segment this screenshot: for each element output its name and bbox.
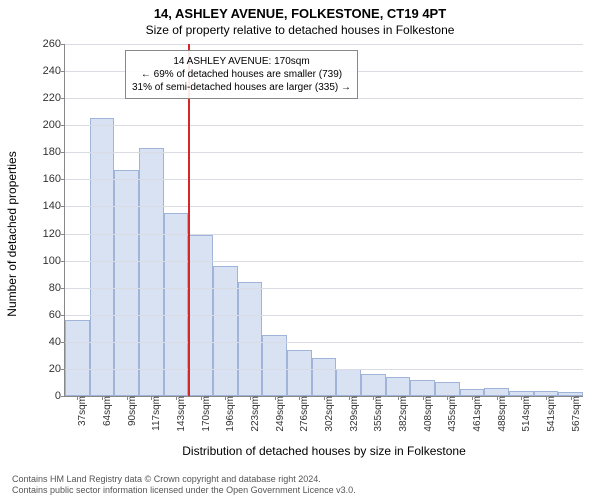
xtick-label: 355sqm: [373, 396, 384, 432]
chart-subtitle: Size of property relative to detached ho…: [0, 23, 600, 37]
bar: [114, 170, 139, 396]
xtick-mark: [373, 396, 374, 400]
xtick-label: 329sqm: [349, 396, 360, 432]
ytick-mark: [61, 125, 65, 126]
ytick-mark: [61, 369, 65, 370]
y-axis-label: Number of detached properties: [5, 151, 19, 316]
bar: [460, 389, 485, 396]
chart-title: 14, ASHLEY AVENUE, FOLKESTONE, CT19 4PT: [0, 0, 600, 21]
bar: [336, 369, 361, 396]
bar: [262, 335, 287, 396]
ytick-mark: [61, 261, 65, 262]
xtick-mark: [324, 396, 325, 400]
footer: Contains HM Land Registry data © Crown c…: [12, 474, 356, 496]
xtick-mark: [546, 396, 547, 400]
bar: [435, 382, 460, 396]
xtick-mark: [447, 396, 448, 400]
gridline: [65, 44, 583, 45]
xtick-mark: [127, 396, 128, 400]
bar: [361, 374, 386, 396]
gridline: [65, 206, 583, 207]
chart-wrap: Number of detached properties Distributi…: [46, 44, 586, 424]
xtick-label: 223sqm: [250, 396, 261, 432]
xtick-mark: [176, 396, 177, 400]
xtick-label: 567sqm: [571, 396, 582, 432]
xtick-label: 117sqm: [151, 396, 162, 431]
xtick-mark: [521, 396, 522, 400]
xtick-label: 488sqm: [497, 396, 508, 432]
ytick-mark: [61, 342, 65, 343]
bar: [65, 320, 90, 396]
gridline: [65, 179, 583, 180]
xtick-mark: [472, 396, 473, 400]
xtick-mark: [497, 396, 498, 400]
gridline: [65, 261, 583, 262]
annotation-box: 14 ASHLEY AVENUE: 170sqm ← 69% of detach…: [125, 50, 358, 99]
bar: [386, 377, 411, 396]
gridline: [65, 369, 583, 370]
bar: [312, 358, 337, 396]
xtick-label: 170sqm: [201, 396, 212, 432]
xtick-mark: [201, 396, 202, 400]
ytick-mark: [61, 44, 65, 45]
ytick-mark: [61, 179, 65, 180]
bar: [484, 388, 509, 396]
ytick-mark: [61, 396, 65, 397]
xtick-label: 196sqm: [225, 396, 236, 432]
xtick-mark: [423, 396, 424, 400]
ytick-mark: [61, 71, 65, 72]
xtick-label: 408sqm: [423, 396, 434, 432]
bar: [139, 148, 164, 396]
annotation-line1: 14 ASHLEY AVENUE: 170sqm: [132, 55, 351, 68]
xtick-mark: [571, 396, 572, 400]
xtick-mark: [102, 396, 103, 400]
gridline: [65, 234, 583, 235]
annotation-line2: ← 69% of detached houses are smaller (73…: [132, 68, 351, 81]
chart-container: 14, ASHLEY AVENUE, FOLKESTONE, CT19 4PT …: [0, 0, 600, 500]
xtick-label: 382sqm: [398, 396, 409, 432]
gridline: [65, 152, 583, 153]
xtick-label: 514sqm: [521, 396, 532, 432]
bar: [90, 118, 115, 396]
ytick-mark: [61, 206, 65, 207]
ytick-mark: [61, 315, 65, 316]
ytick-mark: [61, 98, 65, 99]
xtick-label: 64sqm: [102, 396, 113, 426]
footer-line2: Contains public sector information licen…: [12, 485, 356, 496]
plot-area: Distribution of detached houses by size …: [64, 44, 583, 397]
xtick-mark: [398, 396, 399, 400]
annotation-line3: 31% of semi-detached houses are larger (…: [132, 81, 351, 94]
xtick-mark: [349, 396, 350, 400]
xtick-label: 249sqm: [275, 396, 286, 432]
xtick-label: 37sqm: [77, 396, 88, 426]
xtick-label: 143sqm: [176, 396, 187, 432]
xtick-mark: [250, 396, 251, 400]
xtick-label: 461sqm: [472, 396, 483, 432]
gridline: [65, 315, 583, 316]
bar: [213, 266, 238, 396]
bar: [287, 350, 312, 396]
gridline: [65, 342, 583, 343]
xtick-mark: [225, 396, 226, 400]
xtick-label: 302sqm: [324, 396, 335, 432]
bar: [238, 282, 263, 396]
x-axis-label: Distribution of detached houses by size …: [182, 444, 466, 458]
xtick-mark: [275, 396, 276, 400]
xtick-mark: [77, 396, 78, 400]
footer-line1: Contains HM Land Registry data © Crown c…: [12, 474, 356, 485]
ytick-mark: [61, 234, 65, 235]
xtick-label: 435sqm: [447, 396, 458, 432]
xtick-mark: [151, 396, 152, 400]
xtick-mark: [299, 396, 300, 400]
gridline: [65, 288, 583, 289]
ytick-mark: [61, 288, 65, 289]
xtick-label: 90sqm: [127, 396, 138, 426]
gridline: [65, 125, 583, 126]
ytick-mark: [61, 152, 65, 153]
bar: [410, 380, 435, 396]
xtick-label: 541sqm: [546, 396, 557, 432]
xtick-label: 276sqm: [299, 396, 310, 432]
